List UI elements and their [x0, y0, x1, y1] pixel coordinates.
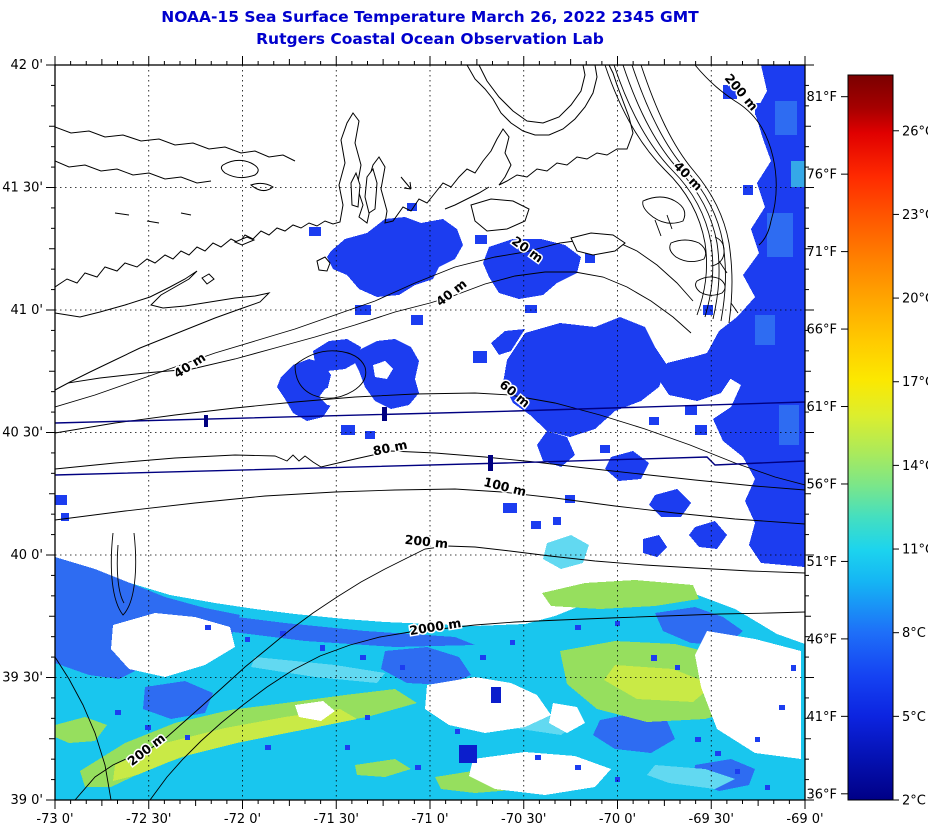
plot-frame [54, 64, 806, 801]
colorbar-f-label: 71°F [806, 245, 837, 260]
x-axis-label: -70 30' [501, 812, 546, 827]
colorbar-c-label: 5°C [902, 710, 926, 725]
contour-label: 100 m [482, 474, 528, 499]
x-axis-label: -69 0' [786, 812, 823, 827]
colorbar-c-label: 8°C [902, 626, 926, 641]
x-axis-label: -69 30' [689, 812, 734, 827]
colorbar-f-label: 76°F [806, 168, 837, 183]
y-axis-label: 40 30' [2, 426, 43, 441]
colorbar-f-label: 66°F [806, 323, 837, 338]
coastlines [55, 65, 634, 391]
figure-subtitle: Rutgers Coastal Ocean Observation Lab [256, 30, 604, 48]
colorbar-f-label: 36°F [806, 787, 837, 802]
x-axis-label: -71 0' [411, 812, 448, 827]
colorbar-f-label: 41°F [806, 710, 837, 725]
x-axis-label: -71 30' [314, 812, 359, 827]
island [233, 236, 256, 246]
colorbar-c-label: 23°C [902, 208, 928, 223]
sst-speckles [115, 621, 796, 790]
figure-title: NOAA-15 Sea Surface Temperature March 26… [161, 8, 699, 26]
colorbar-c-label: 2°C [902, 794, 926, 809]
contour-label: 80 m [371, 437, 408, 459]
island [316, 256, 331, 272]
colorbar-f-label: 46°F [806, 632, 837, 647]
marthas-vineyard [470, 198, 530, 232]
colorbar-f-label: 81°F [806, 90, 837, 105]
contour-label: 40 m [171, 349, 208, 381]
colorbar-f-label: 56°F [806, 477, 837, 492]
colorbar-f-label: 51°F [806, 555, 837, 570]
island [350, 171, 361, 208]
y-axis-label: 41 30' [2, 181, 43, 196]
x-axis-label: -70 0' [599, 812, 636, 827]
colorbar-c-label: 26°C [902, 124, 928, 139]
colorbar-c-label: 17°C [902, 375, 928, 390]
bathymetry-contours [55, 65, 805, 800]
nantucket [570, 232, 626, 256]
island [201, 273, 215, 285]
colorbar: 81°F 76°F 71°F 66°F 61°F 56°F 51°F 46°F 41°F 36°F… [806, 74, 928, 809]
grid-lines [55, 65, 805, 800]
colorbar-c-label: 11°C [902, 543, 928, 558]
y-axis-label: 41 0' [10, 303, 43, 318]
y-axis-label: 39 0' [10, 793, 43, 808]
sst-right-band [657, 65, 805, 567]
long-island [55, 270, 271, 391]
y-axis-label: 40 0' [10, 548, 43, 563]
contour-label: 200 m [404, 532, 449, 551]
shipping-lanes [55, 401, 805, 476]
x-axis-label: -73 0' [36, 812, 73, 827]
y-axis-label: 39 30' [2, 671, 43, 686]
colorbar-bar [847, 74, 894, 801]
colorbar-c-label: 20°C [902, 292, 928, 307]
colorbar-f-label: 61°F [806, 400, 837, 415]
colorbar-c-label: 14°C [902, 459, 928, 474]
contour-label: 40 m [433, 276, 470, 309]
x-axis-label: -72 0' [224, 812, 261, 827]
y-axis-label: 42 0' [10, 58, 43, 73]
axes: -73 0' -72 30' -72 0' -71 30' -71 0' -70 30' -… [2, 56, 824, 827]
x-axis-label: -72 30' [126, 812, 171, 827]
sst-cold-patches [55, 203, 727, 557]
island [364, 167, 378, 214]
